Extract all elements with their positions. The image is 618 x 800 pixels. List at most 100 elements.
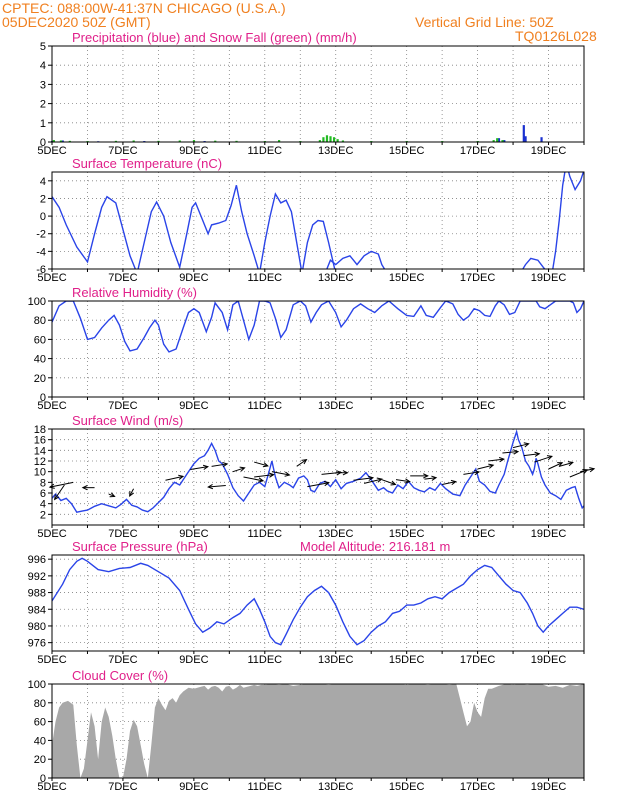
wind-ytick-label: 12 bbox=[34, 456, 46, 468]
wind-arrow bbox=[534, 455, 553, 463]
precip-bar bbox=[501, 140, 504, 142]
precip-xtick-label: 19DEC bbox=[531, 145, 567, 157]
wind-arrow bbox=[49, 481, 74, 488]
precip-bar bbox=[214, 140, 217, 142]
wind-arrow bbox=[580, 468, 595, 473]
wind-arrow-head bbox=[368, 475, 375, 481]
precip-xtick-label: 15DEC bbox=[389, 145, 425, 157]
precip-bar bbox=[235, 140, 238, 142]
wind-arrow-head bbox=[81, 485, 88, 491]
wind-arrow bbox=[559, 462, 573, 467]
temp-frame bbox=[51, 171, 585, 270]
precip-bar bbox=[540, 137, 543, 142]
location-header: CPTEC: 088:00W-41:37N CHICAGO (U.S.A.) bbox=[2, 0, 286, 16]
wind-arrow bbox=[548, 462, 563, 470]
wind-arrow bbox=[381, 479, 396, 485]
wind-arrow bbox=[165, 475, 184, 481]
temp-series-line bbox=[326, 250, 386, 269]
precip-ytick-label: 0 bbox=[40, 137, 46, 149]
wind-xtick-label: 13DEC bbox=[318, 528, 354, 540]
precip-bar bbox=[524, 136, 527, 142]
precip-xtick-label: 7DEC bbox=[108, 145, 137, 157]
wind-arrow-head bbox=[534, 451, 541, 457]
precip-xtick-label: 9DEC bbox=[179, 145, 208, 157]
temp-series-line bbox=[567, 172, 584, 192]
wind-arrow-head bbox=[284, 471, 291, 477]
wind-ytick-label: 6 bbox=[40, 488, 46, 500]
rh-xtick-label: 11DEC bbox=[247, 400, 282, 412]
wind-arrow-head bbox=[557, 462, 564, 467]
precip-ytick-label: 4 bbox=[40, 60, 46, 72]
precip-bar bbox=[61, 140, 64, 142]
wind-ytick-label: 16 bbox=[34, 435, 46, 447]
wind-arrow-head bbox=[423, 473, 429, 479]
rh-title: Relative Humidity (%) bbox=[72, 285, 197, 300]
wind-arrow bbox=[477, 464, 494, 470]
wind-arrow bbox=[232, 467, 245, 473]
wind-arrow bbox=[488, 458, 504, 462]
precip-xtick-label: 13DEC bbox=[318, 145, 354, 157]
temp-xtick-label: 19DEC bbox=[531, 272, 567, 284]
wind-arrow-head bbox=[129, 490, 135, 497]
precip-bar bbox=[341, 140, 345, 142]
wind-arrow-head bbox=[301, 458, 308, 465]
temp-ytick-label: 0 bbox=[40, 211, 46, 223]
pressure-frame bbox=[51, 554, 585, 652]
wind-arrow-head bbox=[207, 484, 214, 490]
wind-ytick-label: 10 bbox=[34, 467, 46, 479]
pressure-ytick-label: 992 bbox=[28, 571, 46, 583]
temp-xtick-label: 15DEC bbox=[389, 272, 425, 284]
temp-ytick-label: -2 bbox=[36, 229, 46, 241]
temp-xtick-label: 13DEC bbox=[318, 272, 354, 284]
cloud-xtick-label: 11DEC bbox=[247, 781, 282, 793]
wind-arrow bbox=[296, 459, 307, 467]
wind-xtick-label: 7DEC bbox=[108, 528, 137, 540]
wind-arrow bbox=[502, 451, 519, 454]
grid-line-note: Vertical Grid Line: 50Z bbox=[415, 14, 554, 30]
precip-bar bbox=[522, 125, 525, 142]
wind-arrow bbox=[395, 479, 410, 483]
wind-arrow-head bbox=[262, 462, 269, 468]
precip-bar bbox=[59, 140, 63, 142]
pressure-xtick-label: 19DEC bbox=[531, 654, 567, 666]
cloud-title: Cloud Cover (%) bbox=[72, 668, 168, 683]
temp-title: Surface Temperature (nC) bbox=[72, 156, 222, 171]
wind-arrow-head bbox=[268, 472, 275, 478]
pressure-xtick-label: 7DEC bbox=[108, 654, 137, 666]
wind-arrow-head bbox=[567, 461, 574, 467]
precip-bar bbox=[322, 137, 325, 142]
wind-arrow bbox=[307, 482, 329, 488]
cloud-xtick-label: 9DEC bbox=[179, 781, 208, 793]
precip-xtick-label: 11DEC bbox=[247, 145, 282, 157]
pressure-ytick-label: 988 bbox=[28, 588, 46, 600]
cloud-xtick-label: 5DEC bbox=[37, 781, 66, 793]
wind-arrow bbox=[190, 466, 208, 471]
rh-ytick-label: 0 bbox=[40, 392, 46, 404]
wind-arrow-head bbox=[54, 494, 60, 501]
pressure-ytick-label: 984 bbox=[28, 604, 46, 616]
precip-ytick-label: 5 bbox=[40, 41, 46, 53]
cloud-xtick-label: 7DEC bbox=[108, 781, 137, 793]
temp-series-line bbox=[522, 257, 546, 269]
temp-xtick-label: 7DEC bbox=[108, 272, 137, 284]
pressure-xtick-label: 11DEC bbox=[247, 654, 282, 666]
rh-xtick-label: 13DEC bbox=[318, 400, 354, 412]
wind-frame bbox=[51, 428, 585, 526]
wind-arrow bbox=[363, 478, 382, 484]
rh-ytick-label: 60 bbox=[34, 334, 46, 346]
wind-arrow bbox=[271, 471, 290, 476]
cloud-ytick-label: 100 bbox=[28, 679, 46, 691]
pressure-ytick-label: 976 bbox=[28, 638, 46, 650]
wind-arrow bbox=[512, 443, 529, 449]
wind-ytick-label: 18 bbox=[34, 424, 46, 436]
precip-bar bbox=[492, 140, 495, 142]
wind-arrow bbox=[254, 461, 268, 467]
run-date-header: 05DEC2020 50Z (GMT) bbox=[2, 14, 151, 30]
precip-xtick-label: 5DEC bbox=[37, 145, 66, 157]
wind-arrow bbox=[442, 481, 456, 485]
wind-ytick-label: 14 bbox=[34, 445, 46, 457]
precip-bar bbox=[178, 140, 181, 142]
rh-ytick-label: 100 bbox=[28, 296, 46, 308]
pressure-ytick-label: 996 bbox=[28, 554, 46, 566]
